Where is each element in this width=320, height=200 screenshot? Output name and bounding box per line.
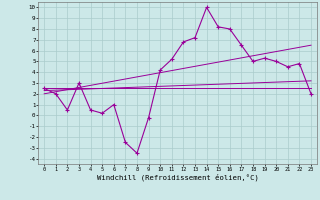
- X-axis label: Windchill (Refroidissement éolien,°C): Windchill (Refroidissement éolien,°C): [97, 173, 259, 181]
